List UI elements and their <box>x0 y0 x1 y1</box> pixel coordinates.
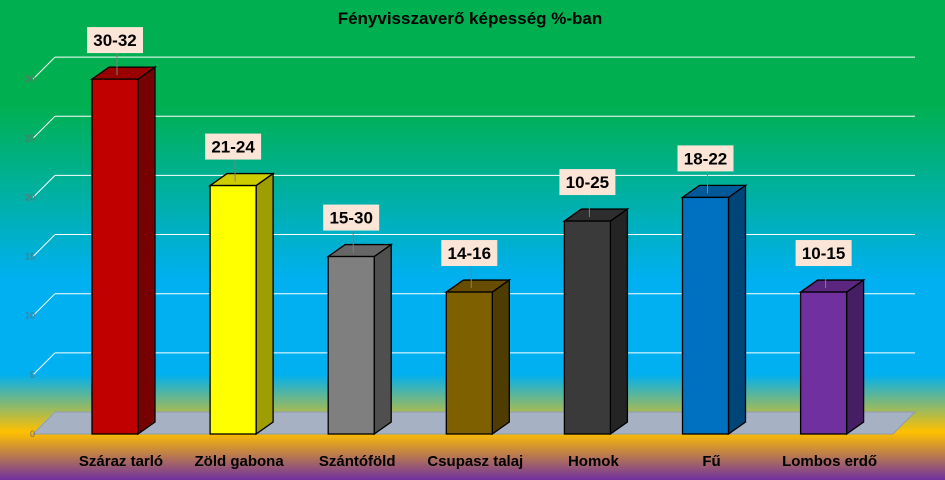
y-tick-label: 0 <box>30 429 35 439</box>
bar-side <box>845 278 865 436</box>
category-label: Homok <box>568 453 619 470</box>
data-labels: 30-32 21-24 15-30 14-16 10-25 18-22 10-15 <box>87 27 852 289</box>
y-axis-ticks: 0 5 10 15 20 25 30 <box>25 74 35 439</box>
bar <box>798 278 866 436</box>
data-label: 30-32 <box>93 31 136 50</box>
bar <box>326 243 394 436</box>
data-label-box <box>677 145 734 172</box>
category-label: Szántóföld <box>319 453 396 470</box>
y-tick-label: 20 <box>25 192 35 202</box>
data-label-box <box>795 240 852 267</box>
gridline-depth <box>32 175 56 198</box>
category-label: Lombos erdő <box>782 453 877 470</box>
bar-front <box>209 184 257 435</box>
bar-front <box>563 220 612 435</box>
data-label: 15-30 <box>329 209 372 228</box>
bar <box>89 65 158 436</box>
bar-front <box>327 255 375 435</box>
data-label: 21-24 <box>211 138 255 157</box>
data-label-box <box>205 133 262 160</box>
category-labels: Száraz tarló Zöld gabona Szántóföld Csupasz… <box>79 453 877 470</box>
category-label: Csupasz talaj <box>427 453 523 470</box>
y-tick-label: 15 <box>25 252 35 262</box>
bar <box>562 207 630 436</box>
y-tick-label: 10 <box>25 311 35 321</box>
data-label-box <box>559 169 616 196</box>
gridline-depth <box>32 234 56 257</box>
bar-side <box>609 207 629 436</box>
bar-front <box>445 291 493 435</box>
gridline-depth <box>32 115 56 139</box>
bar <box>680 184 748 436</box>
data-label-box <box>441 240 498 267</box>
data-label: 18-22 <box>684 149 727 168</box>
bar-side <box>491 278 510 436</box>
bar-side <box>373 243 392 436</box>
data-label: 14-16 <box>448 244 491 263</box>
bar-side <box>137 65 156 436</box>
bar <box>444 278 512 436</box>
y-tick-label: 25 <box>25 133 35 143</box>
data-label: 10-25 <box>566 173 609 192</box>
gridline-depth <box>32 293 56 317</box>
data-label-box <box>323 204 380 231</box>
category-label: Zöld gabona <box>195 453 285 470</box>
bar-front <box>681 196 730 435</box>
gridline-depth <box>32 56 56 80</box>
data-label-box <box>87 27 143 54</box>
bar <box>208 172 276 436</box>
bar-front <box>91 78 139 435</box>
chart-title: Fényvisszaverő képesség %-ban <box>338 9 603 28</box>
y-tick-label: 5 <box>30 370 35 380</box>
category-label: Száraz tarló <box>79 453 163 470</box>
gridline-depth <box>32 352 56 376</box>
bar-side <box>727 184 747 436</box>
y-tick-label: 30 <box>25 74 35 84</box>
category-label: Fű <box>702 453 720 470</box>
bar-front <box>799 291 848 435</box>
bar-side <box>255 172 274 436</box>
data-label: 10-15 <box>802 244 845 263</box>
bars <box>89 65 866 436</box>
